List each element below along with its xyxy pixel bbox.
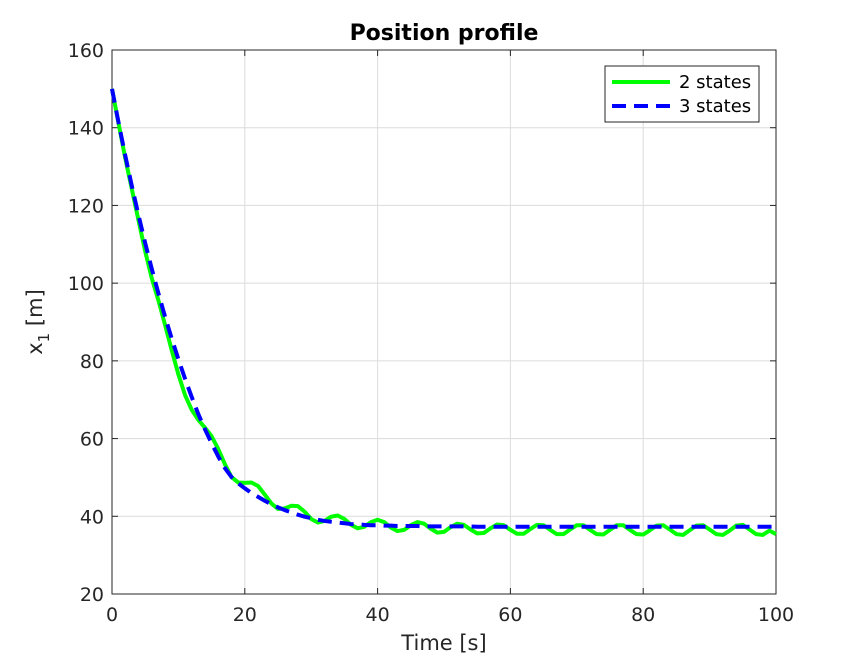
x-tick-label: 100 [758, 604, 794, 626]
y-tick-label: 100 [68, 273, 104, 295]
x-tick-label: 40 [366, 604, 390, 626]
x-tick-label: 0 [106, 604, 118, 626]
y-axis-label: x1 [m] [23, 289, 53, 355]
x-axis-label: Time [s] [400, 631, 486, 655]
y-tick-label: 40 [80, 506, 104, 528]
plot-area [112, 50, 776, 594]
y-axis-label-subscript: 1 [35, 333, 53, 343]
y-gridlines [112, 127, 776, 517]
legend-label-3-states: 3 states [679, 96, 751, 117]
legend: 2 states 3 states [604, 65, 760, 123]
y-axis-label-main: x [23, 342, 47, 354]
x-tick-label: 20 [233, 604, 257, 626]
x-gridlines [244, 50, 644, 594]
chart-title: Position profile [350, 21, 539, 46]
y-tick-label: 20 [80, 584, 104, 606]
y-axis-label-unit: [m] [23, 289, 47, 326]
plot-frame [111, 49, 777, 595]
legend-box [604, 65, 760, 123]
series-line-2-states [110, 88, 777, 537]
axis-ticks [111, 49, 777, 595]
y-tick-labels: 20 40 60 80 100 120 140 160 [68, 40, 104, 606]
x-tick-labels: 0 20 40 60 80 100 [106, 604, 794, 626]
y-tick-label: 140 [68, 118, 104, 140]
y-axis-label-space [23, 326, 47, 333]
y-tick-label: 160 [68, 40, 104, 62]
legend-label-2-states: 2 states [679, 72, 751, 93]
y-tick-label: 80 [80, 351, 104, 373]
series-layer [110, 88, 777, 537]
x-tick-label: 60 [498, 604, 522, 626]
y-tick-label: 60 [80, 429, 104, 451]
y-tick-label: 120 [68, 195, 104, 217]
x-tick-label: 80 [631, 604, 655, 626]
